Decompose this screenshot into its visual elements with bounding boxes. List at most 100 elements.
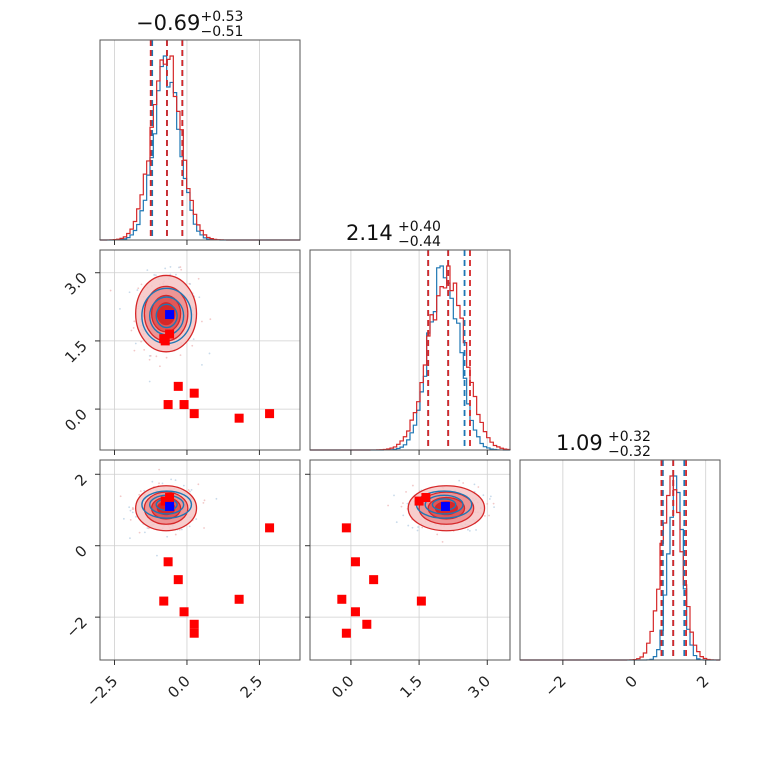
red-marker-12-5 [189, 388, 199, 398]
sample-point [197, 483, 200, 486]
sample-point [189, 490, 191, 493]
sample-point [166, 535, 169, 538]
sample-point [146, 269, 149, 272]
sample-point [179, 354, 182, 357]
sample-point [175, 273, 177, 276]
sample-point [436, 533, 439, 536]
sample-point [188, 282, 191, 285]
sample-point [387, 504, 390, 507]
sample-point [395, 521, 398, 524]
sample-point [148, 358, 151, 361]
sample-point [180, 528, 183, 531]
red-marker-23-4 [350, 607, 360, 617]
sample-point [158, 482, 160, 485]
sample-point [402, 502, 404, 505]
sample-point [122, 517, 125, 520]
param-title-3-minus: −0.32 [608, 444, 651, 460]
param-title-2-plus: +0.40 [398, 219, 441, 235]
sample-point [138, 493, 141, 496]
diag-panel-1 [99, 39, 301, 241]
sample-point [406, 502, 409, 505]
sample-point [468, 529, 471, 532]
sample-point [402, 514, 405, 517]
sample-point [119, 307, 121, 310]
sample-point [215, 497, 218, 500]
red-marker-23-0 [421, 493, 431, 502]
red-marker-23-2 [369, 575, 379, 585]
sample-point [155, 355, 158, 358]
sample-point [165, 356, 168, 359]
grid-layer [100, 40, 707, 660]
x-tick-label-2-2: 3.0 [465, 672, 495, 702]
sample-point [198, 296, 201, 299]
sample-point [467, 528, 469, 531]
sample-point [201, 363, 203, 366]
red-marker-12-3 [163, 400, 173, 410]
y-tick-label-3-1: 0 [71, 542, 90, 561]
sample-point [411, 484, 414, 487]
sample-point [138, 531, 141, 534]
x-tick-label-3-0: −2 [541, 672, 569, 700]
red-marker-12-4 [179, 400, 189, 410]
sample-point [131, 511, 134, 514]
sample-point [188, 525, 191, 528]
sample-point [187, 489, 190, 491]
red-marker-23-9 [416, 596, 426, 606]
sample-point [191, 344, 194, 347]
red-marker-13-4 [179, 607, 189, 617]
sample-point [462, 482, 465, 484]
frame-layer [95, 39, 721, 665]
sample-point [202, 502, 205, 504]
sample-point [192, 338, 195, 341]
sample-point [130, 329, 133, 332]
sample-point [203, 527, 205, 529]
x-tick-label-1-2: 2.5 [237, 672, 267, 702]
sample-point [169, 266, 172, 268]
y-tick-label-2-2: 3.0 [61, 269, 91, 299]
sample-point [180, 268, 183, 271]
param-title-1-plus: +0.53 [201, 9, 244, 25]
red-marker-12-8 [265, 409, 275, 419]
red-marker-13-6 [189, 628, 199, 638]
sample-point [482, 494, 485, 497]
y-tick-label-2-1: 1.5 [61, 337, 91, 367]
sample-point [140, 283, 143, 286]
sample-point [488, 514, 490, 517]
sample-point [492, 502, 495, 505]
truth-point-23 [440, 501, 450, 511]
red-marker-23-1 [414, 496, 424, 506]
param-title-1-minus: −0.51 [201, 24, 244, 40]
sample-point [179, 266, 182, 268]
sample-point [161, 482, 164, 485]
sample-point [158, 468, 161, 471]
sample-point [151, 480, 154, 483]
red-marker-23-5 [362, 619, 372, 629]
x-tick-label-3-2: 2 [693, 672, 712, 691]
sample-point [137, 287, 140, 290]
sample-point [146, 527, 149, 529]
blue-contour-13-0 [141, 490, 193, 519]
sample-point [164, 267, 167, 270]
red-marker-13-7 [234, 594, 244, 604]
param-title-2-median: 2.14 [346, 221, 393, 245]
sample-point [133, 349, 136, 352]
sample-point [135, 515, 137, 518]
sample-point [400, 505, 403, 508]
sample-point [133, 320, 136, 323]
sample-point [156, 554, 158, 557]
sample-point [473, 483, 476, 486]
y-tick-label-2-0: 0.0 [61, 405, 91, 435]
sample-point [128, 506, 131, 509]
x-tick-label-1-0: −2.5 [83, 672, 121, 710]
sample-point [208, 352, 211, 355]
sample-point [169, 273, 172, 276]
histogram-red-param-1 [99, 55, 300, 241]
sample-point [132, 327, 135, 329]
sample-point [136, 289, 139, 291]
sample-point [174, 479, 177, 481]
sample-point [493, 506, 495, 508]
x-tick-label-2-1: 1.5 [396, 672, 426, 702]
sample-point [131, 508, 134, 511]
sample-point [407, 524, 410, 527]
sample-point [154, 274, 157, 276]
